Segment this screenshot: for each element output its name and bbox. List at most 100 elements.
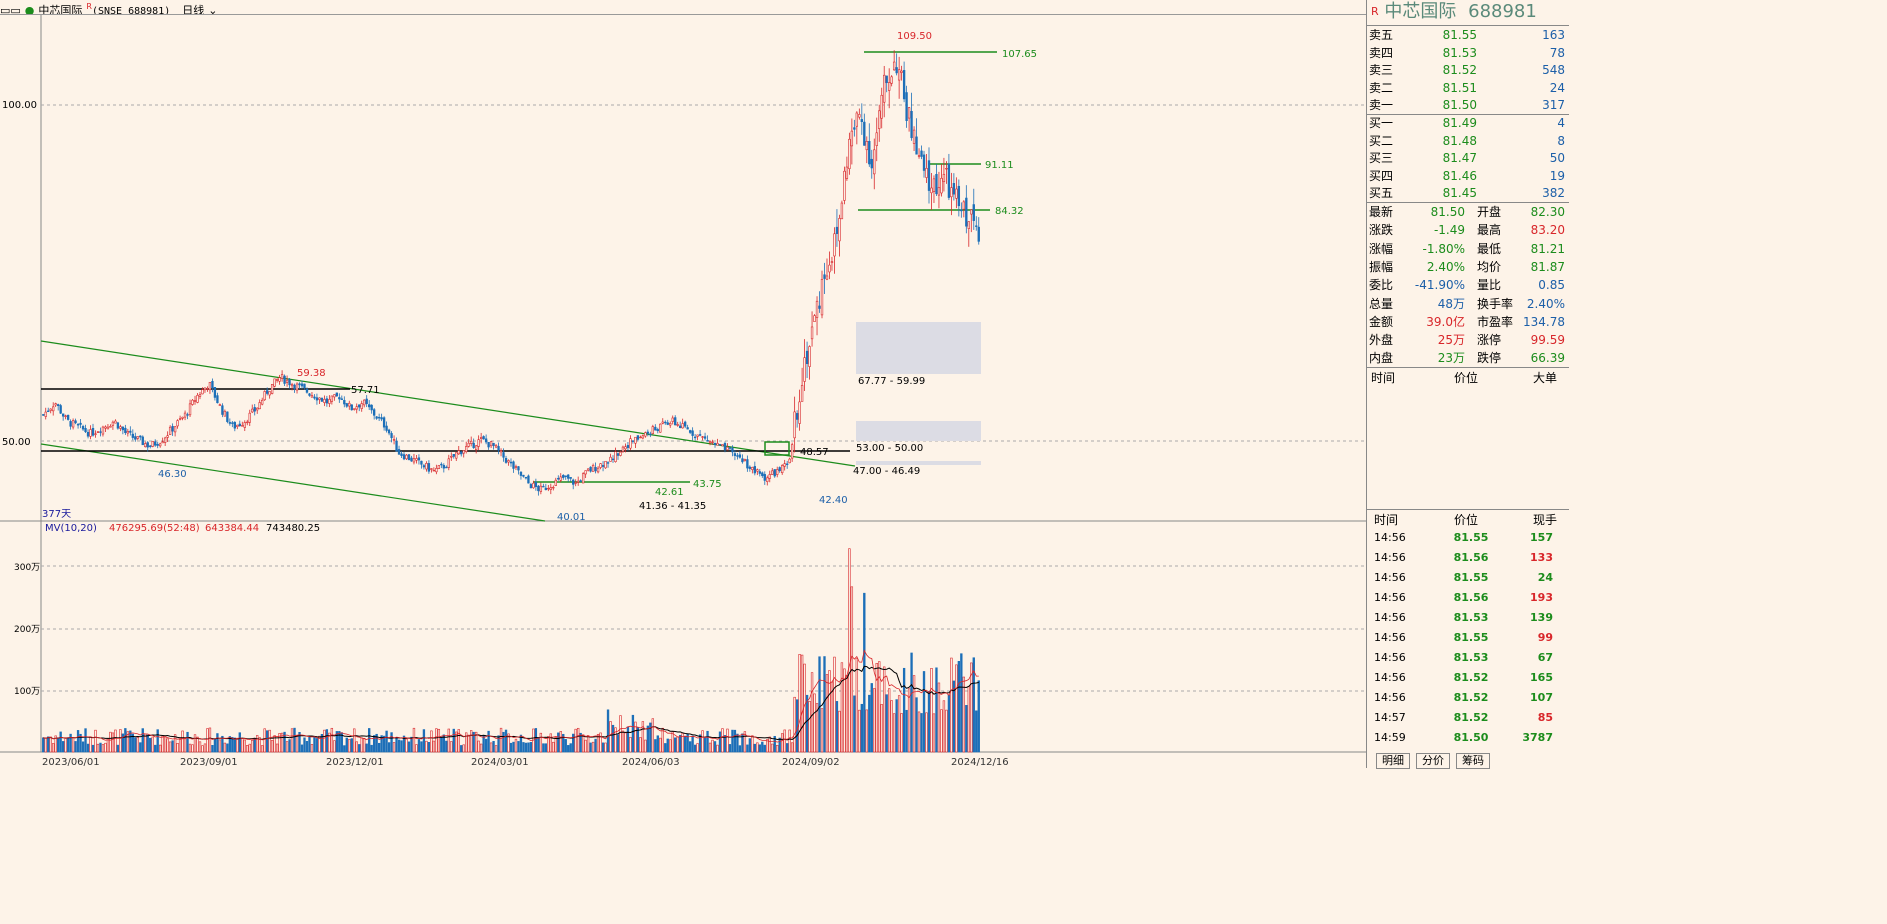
annot-a4: 40.01 xyxy=(557,512,586,523)
tick-row[interactable]: 14:56 81.53 67 xyxy=(1369,648,1565,668)
volume-bar xyxy=(44,738,47,753)
bid-row[interactable]: 买一 81.49 4 xyxy=(1369,114,1567,132)
tick-volume: 157 xyxy=(1530,531,1553,544)
candle-body xyxy=(860,119,863,122)
candle-body xyxy=(823,274,826,279)
candle-body xyxy=(410,457,413,462)
volume-bar xyxy=(910,652,913,753)
kline-chart-area[interactable]: 100.00 50.00 300万 200万 100万 2023/06/01 2… xyxy=(0,0,1366,768)
tick-row[interactable]: 14:59 81.50 3787 xyxy=(1369,728,1565,748)
stock-title: 中芯国际 xyxy=(38,3,83,15)
tick-row[interactable]: 14:56 81.56 133 xyxy=(1369,548,1565,568)
volume-bar xyxy=(848,548,851,753)
stock-code: (SNSE 688981) xyxy=(91,5,171,15)
candle-body xyxy=(420,460,423,465)
bid-row[interactable]: 买二 81.48 8 xyxy=(1369,132,1567,150)
tick-price: 81.55 xyxy=(1453,531,1489,544)
volume-bar xyxy=(91,744,95,753)
bid-row[interactable]: 买四 81.46 19 xyxy=(1369,167,1567,185)
candle-body xyxy=(308,393,311,396)
volume-bar xyxy=(236,737,239,753)
bid-label: 买五 xyxy=(1369,186,1394,201)
candle-body xyxy=(569,477,572,479)
volume-bar xyxy=(743,731,747,753)
tick-row[interactable]: 14:56 81.56 193 xyxy=(1369,588,1565,608)
tick-row[interactable]: 14:56 81.55 99 xyxy=(1369,628,1565,648)
volume-bar xyxy=(139,742,142,753)
candle-body xyxy=(892,61,896,71)
volume-bar xyxy=(360,737,363,753)
candle-body xyxy=(669,423,672,426)
candle-body xyxy=(99,431,102,433)
candle-body xyxy=(925,168,928,178)
candle-body xyxy=(270,383,274,394)
volume-bar xyxy=(840,662,844,753)
tick-row[interactable]: 14:57 81.52 85 xyxy=(1369,708,1565,728)
candle-body xyxy=(203,387,207,391)
ask-row[interactable]: 卖一 81.50 317 xyxy=(1369,96,1567,114)
volume-bar xyxy=(634,721,637,753)
candle-body xyxy=(833,233,836,257)
bid-row[interactable]: 买三 81.47 50 xyxy=(1369,149,1567,167)
candle-body xyxy=(370,404,373,411)
tick-row[interactable]: 14:56 81.53 139 xyxy=(1369,608,1565,628)
bid-label: 买二 xyxy=(1369,133,1394,148)
candle-body xyxy=(79,422,82,425)
kline-chart[interactable]: 100.00 50.00 300万 200万 100万 2023/06/01 2… xyxy=(0,0,1366,768)
volume-bar xyxy=(119,729,122,753)
volume-bar xyxy=(674,737,677,753)
candle-body xyxy=(111,421,115,426)
tab-chips[interactable]: 筹码 xyxy=(1456,753,1490,769)
candle-body xyxy=(584,470,587,475)
tab-detail[interactable]: 明细 xyxy=(1376,753,1410,769)
candle-body xyxy=(96,431,100,433)
tick-header-time: 时间 xyxy=(1374,513,1399,527)
period-selector[interactable]: 日线 xyxy=(182,3,205,15)
ask-price: 81.50 xyxy=(1442,98,1477,113)
candle-body xyxy=(611,458,615,461)
candle-body xyxy=(315,397,319,401)
volume-bar xyxy=(81,741,85,753)
candle-body xyxy=(773,469,776,477)
volume-bar xyxy=(201,745,204,753)
bid-row[interactable]: 买五 81.45 382 xyxy=(1369,184,1567,202)
candle-body xyxy=(348,402,351,407)
volume-bar xyxy=(820,708,824,753)
candle-body xyxy=(154,441,157,446)
volume-bar xyxy=(606,709,610,753)
window-icon[interactable]: ▭▭ xyxy=(0,3,21,15)
chevron-down-icon[interactable]: ⌄ xyxy=(208,3,218,15)
ask-row[interactable]: 卖二 81.51 24 xyxy=(1369,79,1567,97)
volume-bar xyxy=(290,728,294,753)
volume-bar xyxy=(477,740,480,753)
volume-bar xyxy=(855,658,859,753)
candle-body xyxy=(363,399,366,406)
tab-price-distribution[interactable]: 分价 xyxy=(1416,753,1450,769)
tick-row[interactable]: 14:56 81.55 157 xyxy=(1369,528,1565,548)
volume-bar xyxy=(407,741,411,753)
volume-bar xyxy=(390,732,393,753)
candle-body xyxy=(397,449,401,455)
candle-body xyxy=(870,158,873,169)
volume-bar xyxy=(790,742,794,753)
candle-body xyxy=(375,416,378,419)
volume-bar xyxy=(86,743,90,753)
volume-bar xyxy=(716,744,719,753)
candle-body xyxy=(435,468,438,473)
volume-bar xyxy=(952,680,956,753)
candle-body xyxy=(278,377,281,382)
tick-row[interactable]: 14:56 81.52 107 xyxy=(1369,688,1565,708)
ask-row[interactable]: 卖五 81.55 163 xyxy=(1369,26,1567,44)
volume-bar xyxy=(718,731,722,753)
big-header-big: 大单 xyxy=(1532,371,1557,385)
ask-row[interactable]: 卖三 81.52 548 xyxy=(1369,61,1567,79)
volume-bar xyxy=(328,732,331,753)
tick-row[interactable]: 14:56 81.55 24 xyxy=(1369,568,1565,588)
candle-body xyxy=(144,443,147,447)
stat-value: -1.49 xyxy=(1433,223,1465,238)
ask-row[interactable]: 卖四 81.53 78 xyxy=(1369,44,1567,62)
stat-value: 39.0亿 xyxy=(1426,314,1465,329)
candle-body xyxy=(706,439,709,442)
candle-body xyxy=(805,350,809,365)
tick-row[interactable]: 14:56 81.52 165 xyxy=(1369,668,1565,688)
